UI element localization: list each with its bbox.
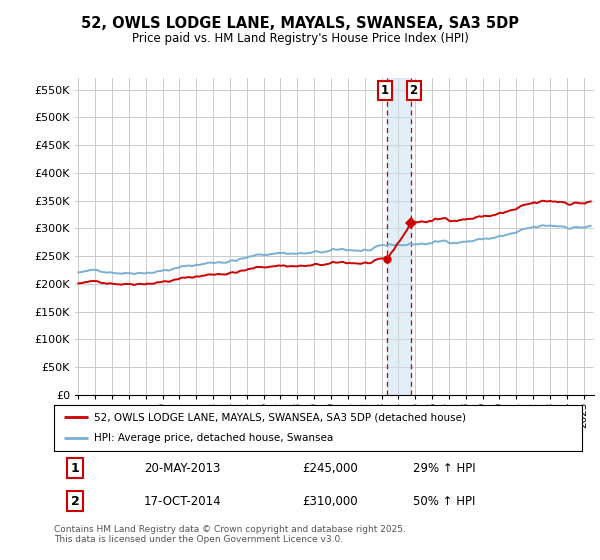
Text: 29% ↑ HPI: 29% ↑ HPI bbox=[413, 462, 476, 475]
Text: 52, OWLS LODGE LANE, MAYALS, SWANSEA, SA3 5DP (detached house): 52, OWLS LODGE LANE, MAYALS, SWANSEA, SA… bbox=[94, 412, 466, 422]
Bar bbox=[387, 78, 411, 395]
Text: 20-MAY-2013: 20-MAY-2013 bbox=[144, 462, 220, 475]
Text: 1: 1 bbox=[380, 84, 389, 97]
Text: 2: 2 bbox=[409, 84, 418, 97]
Text: 2: 2 bbox=[71, 495, 79, 508]
Text: 52, OWLS LODGE LANE, MAYALS, SWANSEA, SA3 5DP: 52, OWLS LODGE LANE, MAYALS, SWANSEA, SA… bbox=[81, 16, 519, 31]
Text: £310,000: £310,000 bbox=[302, 495, 358, 508]
Text: 17-OCT-2014: 17-OCT-2014 bbox=[144, 495, 221, 508]
Text: 1: 1 bbox=[71, 462, 79, 475]
Text: HPI: Average price, detached house, Swansea: HPI: Average price, detached house, Swan… bbox=[94, 433, 333, 444]
Text: Contains HM Land Registry data © Crown copyright and database right 2025.
This d: Contains HM Land Registry data © Crown c… bbox=[54, 525, 406, 544]
Text: 50% ↑ HPI: 50% ↑ HPI bbox=[413, 495, 475, 508]
Text: Price paid vs. HM Land Registry's House Price Index (HPI): Price paid vs. HM Land Registry's House … bbox=[131, 32, 469, 45]
Text: £245,000: £245,000 bbox=[302, 462, 358, 475]
